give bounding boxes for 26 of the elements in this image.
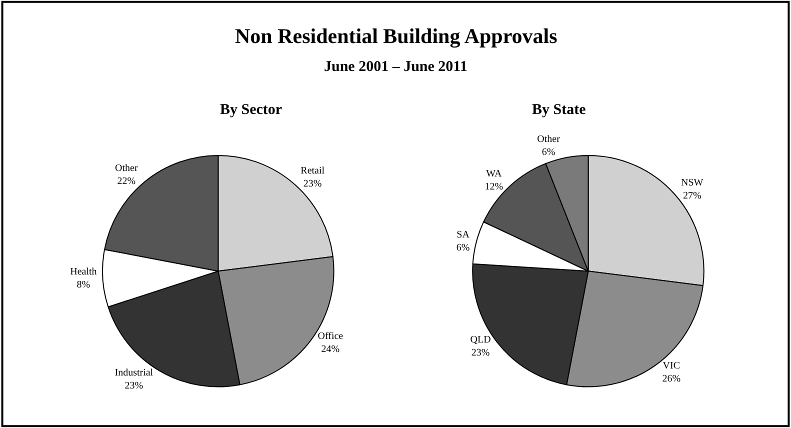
data-label: 12% (484, 181, 504, 192)
slice-label: Other (537, 134, 561, 145)
slice-label: Health (70, 266, 97, 278)
slice-label: Office (318, 331, 344, 342)
data-label: 26% (662, 374, 681, 385)
slice-label: Industrial (114, 368, 154, 379)
slice-label: NSW (681, 177, 704, 188)
data-label: 23% (124, 380, 144, 392)
data-label: 6% (456, 242, 470, 254)
text: June 2001 – June 2011 (324, 59, 468, 75)
chart-title: By State (532, 102, 586, 118)
data-label: 22% (117, 176, 136, 187)
data-label: 23% (303, 178, 322, 190)
slice-label: Other (115, 162, 138, 174)
text: Non Residential Building Approvals (235, 24, 558, 48)
chart-title: By Sector (220, 102, 282, 118)
slice-label: QLD (470, 334, 491, 346)
slice-label: SA (456, 230, 470, 241)
slice-label: WA (486, 168, 502, 180)
data-label: 8% (76, 279, 90, 290)
data-label: 24% (321, 344, 340, 356)
data-label: 23% (471, 348, 490, 359)
slice-label: Retail (300, 166, 325, 177)
data-label: 6% (542, 146, 556, 158)
slice-label: VIC (662, 360, 680, 372)
data-label: 27% (682, 190, 702, 202)
